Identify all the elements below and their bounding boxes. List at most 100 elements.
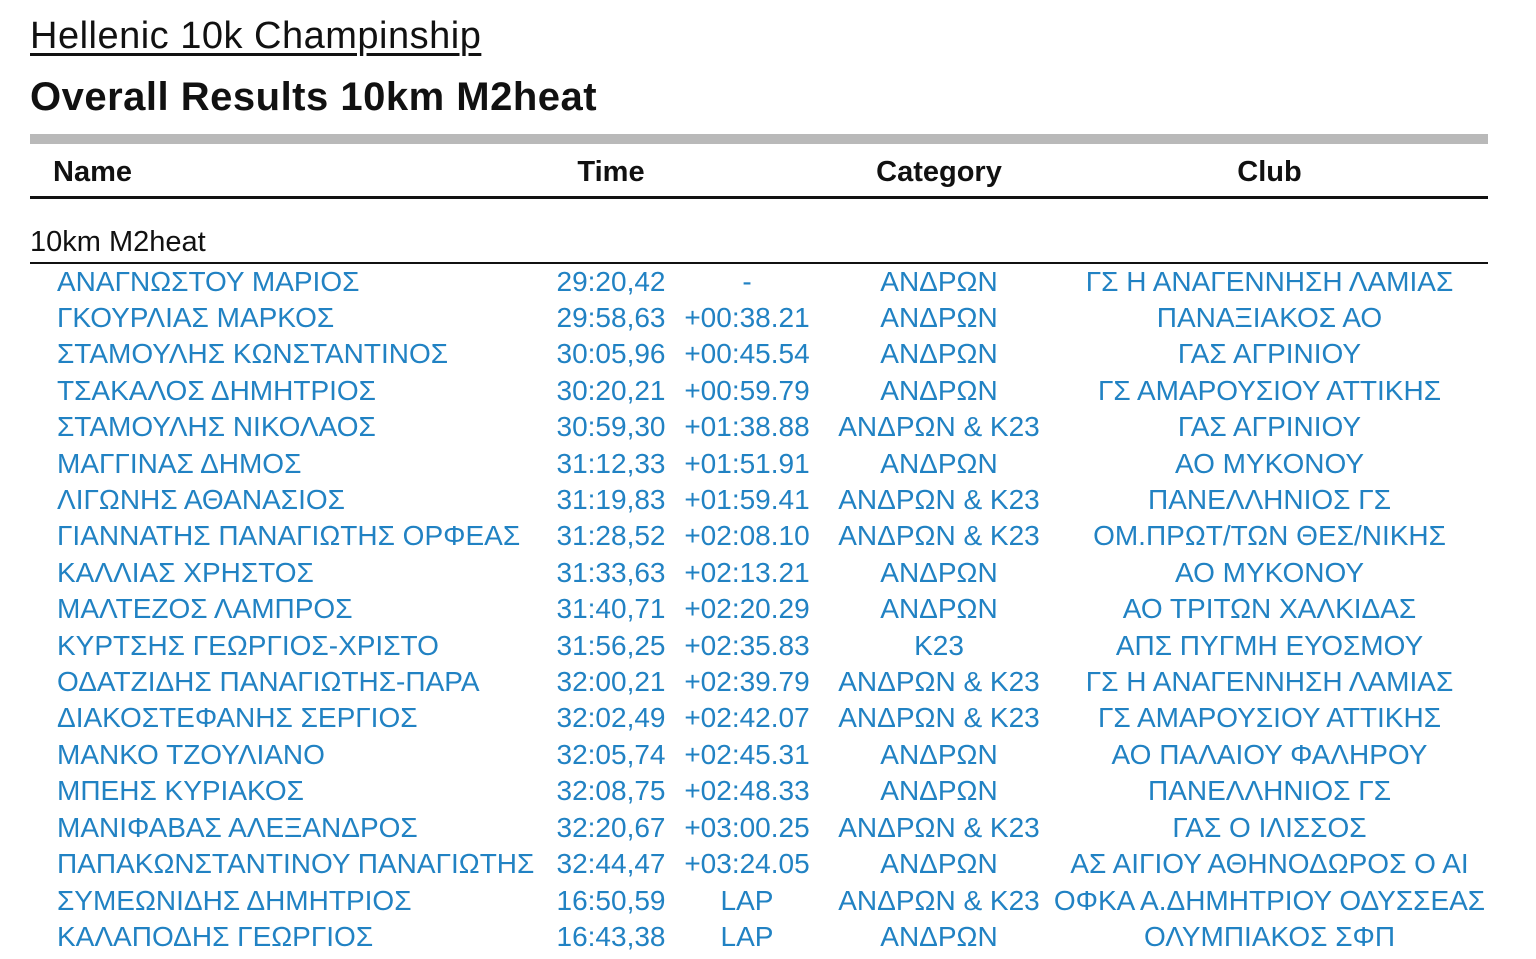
runner-club: ΑΟ ΜΥΚΟΝΟΥ <box>1174 447 1364 479</box>
runner-name: ΚΑΛΑΠΟΔΗΣ ΓΕΩΡΓΙΟΣ <box>57 920 374 952</box>
table-row: ΓΚΟΥΡΛΙΑΣ ΜΑΡΚΟΣ 29:58,63 +00:38.21 ΑΝΔΡ… <box>30 300 1488 336</box>
runner-gap: +02:45.31 <box>684 738 810 770</box>
runner-time: 32:05,74 <box>556 738 666 770</box>
table-row: ΑΝΑΓΝΩΣΤΟΥ ΜΑΡΙΟΣ 29:20,42 - ΑΝΔΡΩΝ ΓΣ Η… <box>30 263 1488 300</box>
runner-club: ΓΑΣ Ο ΙΛΙΣΣΟΣ <box>1172 811 1367 843</box>
runner-club: ΠΑΝΑΞΙΑΚΟΣ ΑΟ <box>1156 302 1383 333</box>
runner-name: ΜΑΓΓΙΝΑΣ ΔΗΜΟΣ <box>57 447 302 479</box>
column-header-category: Category <box>827 143 1051 199</box>
runner-time: 32:44,47 <box>556 848 666 880</box>
runner-club: ΑΟ ΤΡΙΤΩΝ ΧΑΛΚΙΔΑΣ <box>1122 593 1417 625</box>
runner-time: 32:08,75 <box>556 775 666 807</box>
runner-club: ΓΑΣ ΑΓΡΙΝΙΟΥ <box>1177 411 1362 443</box>
runner-gap: +02:08.10 <box>684 520 810 552</box>
table-row: ΛΙΓΩΝΗΣ ΑΘΑΝΑΣΙΟΣ 31:19,83 +01:59.41 ΑΝΔ… <box>30 482 1488 518</box>
results-table-body: 10km M2heat ΑΝΑΓΝΩΣΤΟΥ ΜΑΡΙΟΣ 29:20,42 -… <box>30 197 1488 955</box>
runner-category: ΑΝΔΡΩΝ & Κ23 <box>838 811 1040 843</box>
runner-category: ΑΝΔΡΩΝ <box>880 556 998 588</box>
runner-name: ΚΥΡΤΣΗΣ ΓΕΩΡΓΙΟΣ-ΧΡΙΣΤΟ <box>57 629 439 661</box>
runner-time: 31:56,25 <box>556 629 666 661</box>
runner-gap: +03:24.05 <box>684 848 810 880</box>
runner-time: 32:02,49 <box>556 702 666 734</box>
runner-gap: +02:20.29 <box>684 593 810 625</box>
runner-name: ΜΑΛΤΕΖΟΣ ΛΑΜΠΡΟΣ <box>57 593 353 625</box>
column-header-club: Club <box>1051 143 1488 199</box>
table-row: ΣΥΜΕΩΝΙΔΗΣ ΔΗΜΗΤΡΙΟΣ 16:50,59 LAP ΑΝΔΡΩΝ… <box>30 883 1488 919</box>
runner-category: ΑΝΔΡΩΝ <box>880 338 998 370</box>
runner-club: ΑΟ ΠΑΛΑΙΟΥ ΦΑΛΗΡΟΥ <box>1111 738 1428 770</box>
runner-time: 30:05,96 <box>556 338 666 370</box>
runner-name: ΓΚΟΥΡΛΙΑΣ ΜΑΡΚΟΣ <box>57 302 335 333</box>
runner-club: ΓΣ ΑΜΑΡΟΥΣΙΟΥ ΑΤΤΙΚΗΣ <box>1097 374 1442 406</box>
table-row: ΣΤΑΜΟΥΛΗΣ ΝΙΚΟΛΑΟΣ 30:59,30 +01:38.88 ΑΝ… <box>30 409 1488 445</box>
runner-club: ΟΦΚΑ Α.ΔΗΜΗΤΡΙΟΥ ΟΔΥΣΣΕΑΣ <box>1053 884 1486 916</box>
runner-time: 16:43,38 <box>556 920 666 952</box>
section-row: 10km M2heat <box>30 197 1488 264</box>
runner-category: ΑΝΔΡΩΝ <box>880 593 998 625</box>
results-table: Name Time Category Club 10km M2heat ΑΝΑΓ… <box>30 143 1488 956</box>
runner-club: ΑΟ ΜΥΚΟΝΟΥ <box>1174 556 1364 588</box>
runner-gap: - <box>742 265 752 297</box>
runner-gap: +03:00.25 <box>684 811 810 843</box>
runner-time: 31:12,33 <box>556 447 666 479</box>
runner-category: ΑΝΔΡΩΝ <box>880 848 998 880</box>
column-header-gap <box>667 143 827 199</box>
table-row: ΜΑΝΚΟ ΤΖΟΥΛΙΑΝΟ 32:05,74 +02:45.31 ΑΝΔΡΩ… <box>30 737 1488 773</box>
runner-name: ΚΑΛΛΙΑΣ ΧΡΗΣΤΟΣ <box>57 556 314 588</box>
runner-gap: +01:51.91 <box>684 447 810 479</box>
runner-category: ΑΝΔΡΩΝ <box>880 738 998 770</box>
runner-name: ΔΙΑΚΟΣΤΕΦΑΝΗΣ ΣΕΡΓΙΟΣ <box>57 702 418 734</box>
runner-category: ΑΝΔΡΩΝ & Κ23 <box>838 411 1040 443</box>
runner-club: ΑΣ ΑΙΓΙΟΥ ΑΘΗΝΟΔΩΡΟΣ Ο ΑΙ <box>1070 848 1469 880</box>
runner-time: 16:50,59 <box>556 884 666 916</box>
runner-gap: +02:39.79 <box>684 666 810 698</box>
runner-time: 31:33,63 <box>556 556 666 588</box>
table-row: ΔΙΑΚΟΣΤΕΦΑΝΗΣ ΣΕΡΓΙΟΣ 32:02,49 +02:42.07… <box>30 700 1488 736</box>
table-row: ΜΑΛΤΕΖΟΣ ΛΑΜΠΡΟΣ 31:40,71 +02:20.29 ΑΝΔΡ… <box>30 591 1488 627</box>
table-row: ΠΑΠΑΚΩΝΣΤΑΝΤΙΝΟΥ ΠΑΝΑΓΙΩΤΗΣ 32:44,47 +03… <box>30 846 1488 882</box>
runner-gap: LAP <box>720 920 774 952</box>
runner-club: ΓΣ Η ΑΝΑΓΕΝΝΗΣΗ ΛΑΜΙΑΣ <box>1085 666 1454 698</box>
runner-gap: +00:45.54 <box>684 338 810 370</box>
section-label: 10km M2heat <box>30 197 1488 264</box>
table-row: ΓΙΑΝΝΑΤΗΣ ΠΑΝΑΓΙΩΤΗΣ ΟΡΦΕΑΣ 31:28,52 +02… <box>30 518 1488 554</box>
table-row: ΤΣΑΚΑΛΟΣ ΔΗΜΗΤΡΙΟΣ 30:20,21 +00:59.79 ΑΝ… <box>30 373 1488 409</box>
page-subtitle: Overall Results 10km M2heat <box>30 74 598 119</box>
runner-time: 32:00,21 <box>556 666 666 698</box>
table-row: ΚΑΛΛΙΑΣ ΧΡΗΣΤΟΣ 31:33,63 +02:13.21 ΑΝΔΡΩ… <box>30 555 1488 591</box>
runner-category: ΑΝΔΡΩΝ <box>880 374 998 406</box>
runner-name: ΤΣΑΚΑΛΟΣ ΔΗΜΗΤΡΙΟΣ <box>57 374 376 406</box>
table-row: ΚΑΛΑΠΟΔΗΣ ΓΕΩΡΓΙΟΣ 16:43,38 LAP ΑΝΔΡΩΝ Ο… <box>30 919 1488 955</box>
runner-time: 30:59,30 <box>556 411 666 443</box>
runner-category: ΑΝΔΡΩΝ <box>880 920 998 952</box>
runner-category: ΑΝΔΡΩΝ <box>880 775 998 807</box>
runner-name: ΑΝΑΓΝΩΣΤΟΥ ΜΑΡΙΟΣ <box>57 265 360 297</box>
column-header-name: Name <box>30 143 555 199</box>
runner-category: ΑΝΔΡΩΝ & Κ23 <box>838 520 1040 552</box>
runner-gap: +00:59.79 <box>684 374 810 406</box>
page-title: Hellenic 10k Champinship <box>30 15 482 57</box>
runner-gap: +02:48.33 <box>684 775 810 807</box>
table-row: ΟΔΑΤΖΙΔΗΣ ΠΑΝΑΓΙΩΤΗΣ-ΠΑΡΑ 32:00,21 +02:3… <box>30 664 1488 700</box>
runner-category: Κ23 <box>914 629 964 661</box>
runner-gap: +02:35.83 <box>684 629 810 661</box>
table-row: ΣΤΑΜΟΥΛΗΣ ΚΩΝΣΤΑΝΤΙΝΟΣ 30:05,96 +00:45.5… <box>30 336 1488 372</box>
table-row: ΜΠΕΗΣ ΚΥΡΙΑΚΟΣ 32:08,75 +02:48.33 ΑΝΔΡΩΝ… <box>30 773 1488 809</box>
runner-name: ΛΙΓΩΝΗΣ ΑΘΑΝΑΣΙΟΣ <box>57 484 345 516</box>
runner-time: 31:40,71 <box>556 593 666 625</box>
runner-club: ΠΑΝΕΛΛΗΝΙΟΣ ΓΣ <box>1147 484 1392 516</box>
runner-club: ΓΣ Η ΑΝΑΓΕΝΝΗΣΗ ΛΑΜΙΑΣ <box>1085 265 1454 297</box>
runner-category: ΑΝΔΡΩΝ & Κ23 <box>838 484 1040 516</box>
runner-time: 31:19,83 <box>556 484 666 516</box>
runner-time: 30:20,21 <box>556 374 666 406</box>
divider-bar <box>30 133 1488 144</box>
runner-name: ΜΑΝΚΟ ΤΖΟΥΛΙΑΝΟ <box>57 738 325 770</box>
runner-name: ΜΑΝΙΦΑΒΑΣ ΑΛΕΞΑΝΔΡΟΣ <box>57 811 418 843</box>
column-header-time: Time <box>555 143 667 199</box>
table-header-row: Name Time Category Club <box>30 143 1488 199</box>
runner-gap: +00:38.21 <box>684 302 810 333</box>
table-row: ΚΥΡΤΣΗΣ ΓΕΩΡΓΙΟΣ-ΧΡΙΣΤΟ 31:56,25 +02:35.… <box>30 628 1488 664</box>
table-row: ΜΑΝΙΦΑΒΑΣ ΑΛΕΞΑΝΔΡΟΣ 32:20,67 +03:00.25 … <box>30 810 1488 846</box>
runner-club: ΟΜ.ΠΡΩΤ/ΤΩΝ ΘΕΣ/ΝΙΚΗΣ <box>1093 520 1446 552</box>
runner-time: 29:58,63 <box>556 302 666 333</box>
